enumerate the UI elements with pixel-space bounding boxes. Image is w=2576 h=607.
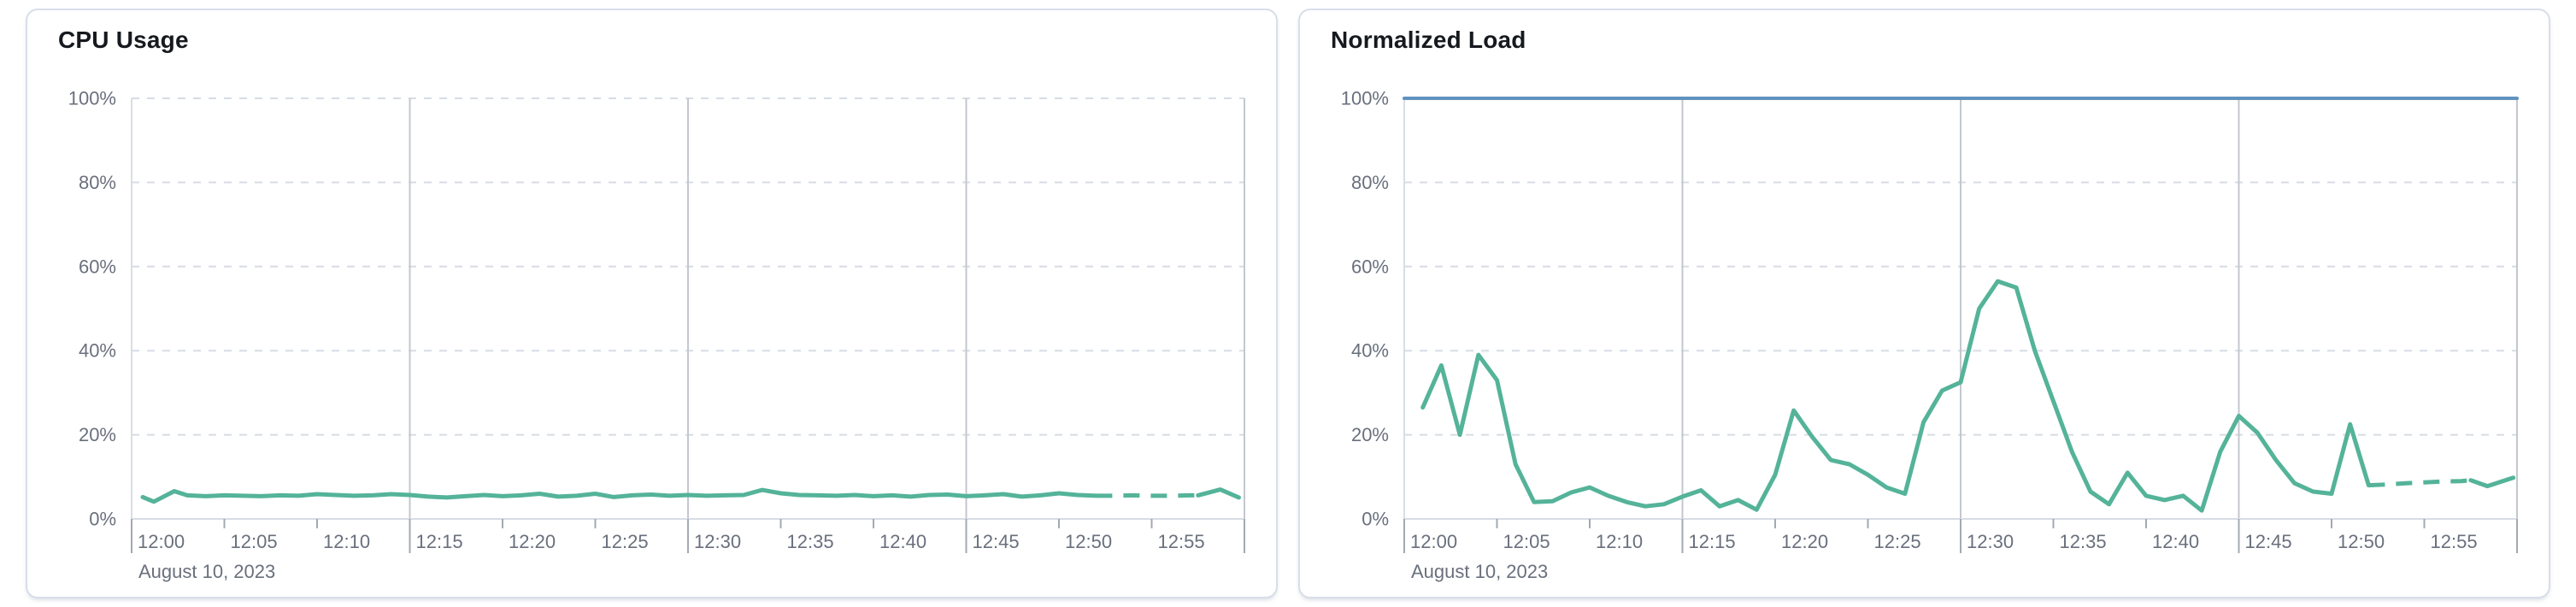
y-axis-label: 20% [1351,424,1389,445]
y-axis-label: 60% [79,256,116,277]
x-tick-label: 12:50 [1065,531,1112,552]
x-tick-label: 12:20 [509,531,556,552]
cpu-usage-date-label: August 10, 2023 [138,561,276,582]
x-tick-label: 12:55 [1158,531,1205,552]
x-tick-label: 12:35 [2060,531,2107,552]
normalized-load-chart-canvas[interactable]: 0% 20% 40% 60% 80% 100% 12:00 12:05 12:10 12:15 12… [1300,10,2548,597]
x-tick-label: 12:00 [1410,531,1457,552]
x-tick-label: 12:15 [416,531,463,552]
x-tick-label: 12:10 [323,531,370,552]
x-tick-label: 12:15 [1689,531,1736,552]
cpu-usage-chart-canvas[interactable]: 0% 20% 40% 60% 80% 100% 12:00 12:05 12:10 12:15 12… [27,10,1275,597]
series-line-normalized-load [1420,279,2371,513]
x-tick-label: 12:40 [2152,531,2199,552]
x-tick-label: 12:30 [694,531,741,552]
x-tick-label: 12:25 [602,531,649,552]
x-tick-label: 12:30 [1967,531,2014,552]
y-axis-label: 60% [1351,256,1389,277]
series-line-cpu-usage-forecast [1096,492,1198,498]
y-axis-label: 80% [79,172,116,193]
series-line-normalized-load [2468,475,2516,489]
normalized-load-chart-title: Normalized Load [1331,27,1526,53]
series-line-normalized-load-forecast [2368,478,2472,488]
x-tick-label: 12:55 [2431,531,2478,552]
x-tick-label: 12:40 [879,531,926,552]
normalized-load-card: Normalized Load 0% 20% 40% 60% 80% 100% 12:00 1… [1298,9,2550,598]
cpu-usage-card: CPU Usage 0% 20% 40% 60% 80% 100% 12:00 12:05 12… [26,9,1278,598]
x-tick-label: 12:50 [2338,531,2385,552]
x-tick-label: 12:45 [2245,531,2292,552]
x-tick-label: 12:35 [787,531,834,552]
y-axis-label: 40% [79,340,116,362]
cpu-usage-chart-title: CPU Usage [58,27,189,53]
x-tick-label: 12:25 [1874,531,1921,552]
y-axis-label: 100% [1341,87,1389,109]
x-tick-label: 12:45 [973,531,1020,552]
series-line-cpu-usage [1196,487,1241,500]
y-axis-label: 0% [1362,508,1389,529]
y-axis-label: 100% [68,87,116,109]
y-axis-label: 80% [1351,172,1389,193]
y-axis-label: 40% [1351,340,1389,362]
normalized-load-date-label: August 10, 2023 [1411,561,1549,582]
x-tick-label: 12:10 [1596,531,1643,552]
x-tick-label: 12:00 [138,531,185,552]
x-tick-label: 12:20 [1781,531,1828,552]
y-axis-label: 20% [79,424,116,445]
x-tick-label: 12:05 [231,531,278,552]
x-tick-label: 12:05 [1503,531,1550,552]
series-line-cpu-usage [140,487,1098,504]
y-axis-label: 0% [89,508,116,529]
